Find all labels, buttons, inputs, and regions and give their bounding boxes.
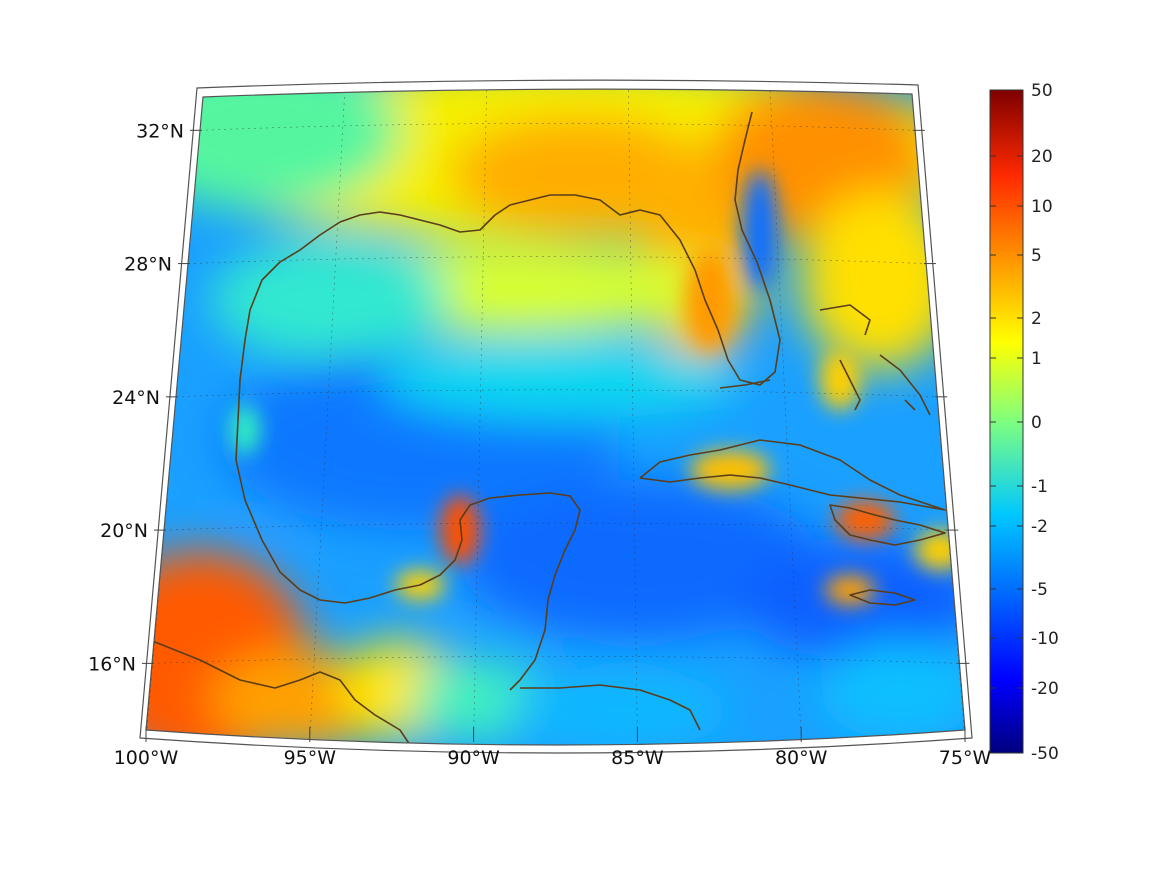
longitude-tick-label: 95°W: [284, 747, 337, 769]
graticule-meridian: [473, 89, 487, 741]
map-frame: [145, 88, 966, 746]
latitude-tick-label: 28°N: [124, 254, 172, 276]
colorbar-tick-label: -1: [1031, 477, 1048, 497]
colorbar-tick-label: 1: [1031, 349, 1042, 369]
colorbar-tick-label: 5: [1031, 246, 1042, 266]
graticule-parallel: [199, 123, 915, 131]
colorbar-tick-label: -50: [1031, 744, 1059, 764]
colorbar-tick-label: 2: [1031, 309, 1042, 329]
longitude-tick-label: 90°W: [447, 747, 500, 769]
graticule-parallel: [151, 656, 960, 664]
colorbar-tick-label: -5: [1031, 580, 1048, 600]
latitude-labels: 32°N 28°N 24°N 20°N 16°N: [88, 120, 970, 675]
longitude-tick-label: 100°W: [114, 747, 179, 769]
colorbar-tick-label: -2: [1031, 517, 1048, 537]
graticule-meridian: [911, 89, 965, 741]
colorbar-tick-label: 50: [1031, 81, 1053, 101]
latitude-tick-label: 32°N: [136, 120, 184, 142]
graticule-meridian: [628, 89, 638, 741]
latitude-tick-label: 16°N: [88, 653, 136, 675]
colorbar-tick-label: -20: [1031, 679, 1059, 699]
latitude-tick-label: 24°N: [112, 387, 160, 409]
longitude-tick-label: 85°W: [611, 747, 664, 769]
latitude-tick-label: 20°N: [100, 520, 148, 542]
longitude-tick-label: 80°W: [775, 747, 828, 769]
graticule: [146, 89, 965, 741]
longitude-tick-label: 75°W: [939, 747, 992, 769]
graticule-meridian: [146, 89, 204, 741]
longitude-labels: 100°W 95°W 90°W 85°W 80°W 75°W: [114, 727, 992, 769]
colorbar-tick-label: 0: [1031, 413, 1042, 433]
map-frame-outer: [139, 79, 973, 754]
colorbar-tick-label: 10: [1031, 197, 1053, 217]
colorbar-tick-label: 20: [1031, 147, 1053, 167]
graticule-meridian: [769, 89, 802, 741]
graticule-parallel: [175, 389, 938, 398]
data-field: [146, 89, 965, 745]
coastlines: [149, 111, 946, 745]
graticule-meridian: [309, 89, 346, 741]
colorbar-tick-label: -10: [1031, 629, 1059, 649]
